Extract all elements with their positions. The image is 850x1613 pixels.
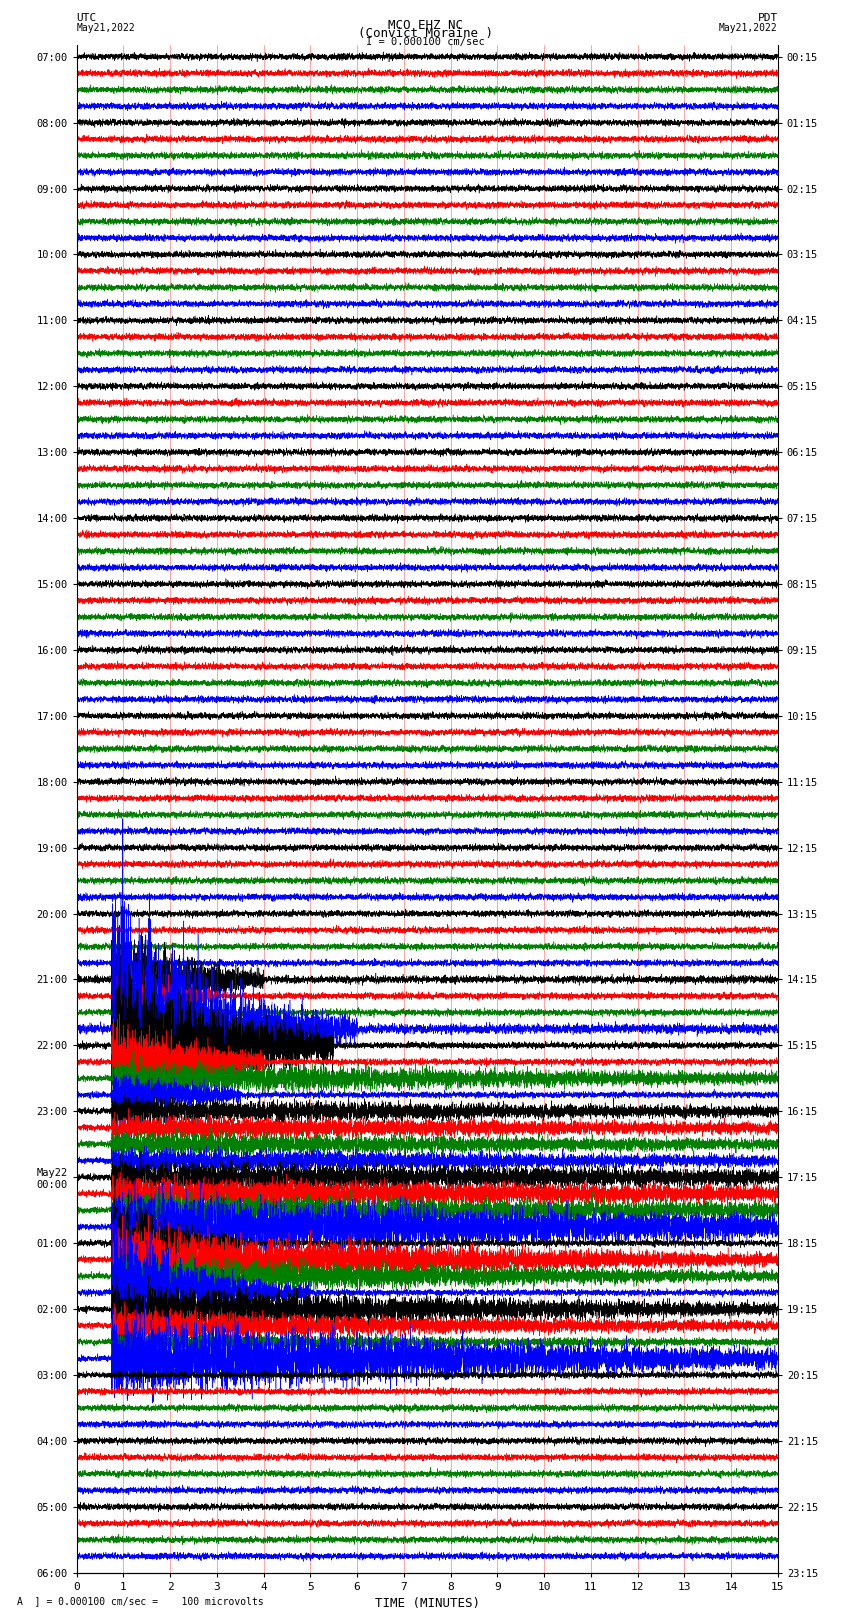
Text: PDT: PDT: [757, 13, 778, 23]
Text: I = 0.000100 cm/sec: I = 0.000100 cm/sec: [366, 37, 484, 47]
Text: MCO EHZ NC: MCO EHZ NC: [388, 19, 462, 32]
Text: UTC: UTC: [76, 13, 97, 23]
Text: May21,2022: May21,2022: [719, 23, 778, 32]
Text: May21,2022: May21,2022: [76, 23, 135, 32]
Text: A  ] = 0.000100 cm/sec =    100 microvolts: A ] = 0.000100 cm/sec = 100 microvolts: [17, 1597, 264, 1607]
Text: (Convict Moraine ): (Convict Moraine ): [358, 27, 492, 40]
X-axis label: TIME (MINUTES): TIME (MINUTES): [375, 1597, 479, 1610]
